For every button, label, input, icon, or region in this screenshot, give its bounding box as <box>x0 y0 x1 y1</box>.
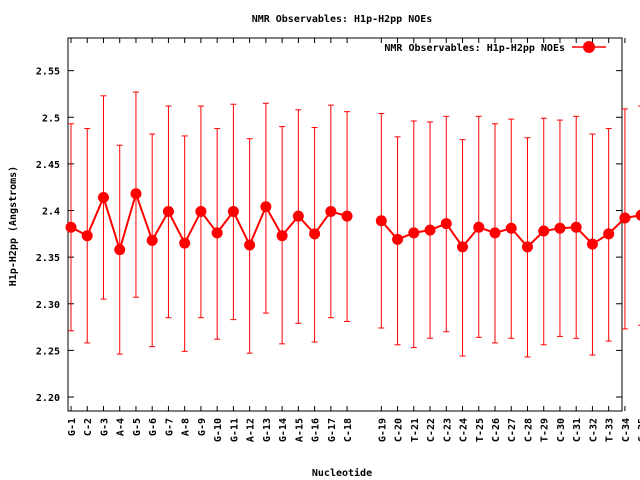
x-tick-label: A-12 <box>246 418 257 442</box>
data-point <box>375 215 387 227</box>
x-tick-label: G-5 <box>132 418 143 436</box>
x-tick-label: C-31 <box>572 418 583 442</box>
data-point <box>211 227 223 239</box>
y-tick-label: 2.55 <box>36 67 60 78</box>
x-tick-label: C-26 <box>491 418 502 442</box>
x-tick-label: C-18 <box>343 418 354 442</box>
data-point <box>392 233 404 245</box>
x-tick-label: C-20 <box>394 418 405 442</box>
y-tick-label: 2.25 <box>36 346 60 357</box>
data-point <box>244 239 256 251</box>
data-point <box>195 205 207 217</box>
data-point <box>505 222 517 234</box>
x-tick-label: C-27 <box>507 418 518 442</box>
x-tick-label: C-23 <box>442 418 453 442</box>
y-axis-label: H1p-H2pp (Angstroms) <box>8 166 19 286</box>
data-point <box>341 210 353 222</box>
data-point <box>114 244 126 256</box>
x-tick-label: T-33 <box>605 418 616 442</box>
x-tick-label: G-14 <box>278 418 289 442</box>
data-point <box>309 228 321 240</box>
x-tick-label: G-3 <box>99 418 110 436</box>
data-point <box>97 191 109 203</box>
data-point <box>146 234 158 246</box>
data-point <box>179 237 191 249</box>
x-tick-label: C-30 <box>556 418 567 442</box>
data-point <box>440 218 452 230</box>
x-tick-label: C-34 <box>621 418 632 442</box>
x-tick-label: G-19 <box>377 418 388 442</box>
data-point <box>292 210 304 222</box>
x-tick-label: C-2 <box>83 418 94 436</box>
data-point <box>586 238 598 250</box>
x-tick-label: G-1 <box>67 418 78 436</box>
data-point <box>570 221 582 233</box>
data-point <box>635 209 640 221</box>
legend-marker <box>583 41 595 53</box>
x-tick-label: G-10 <box>213 418 224 442</box>
y-tick-label: 2.20 <box>36 393 60 404</box>
data-point <box>521 241 533 253</box>
x-tick-label: A-8 <box>181 418 192 436</box>
data-point <box>424 224 436 236</box>
x-tick-label: C-28 <box>523 418 534 442</box>
y-tick-label: 2.45 <box>36 160 60 171</box>
data-point <box>325 205 337 217</box>
x-tick-label: A-4 <box>116 418 127 436</box>
data-point <box>473 221 485 233</box>
data-point <box>162 205 174 217</box>
x-tick-label: G-16 <box>311 418 322 442</box>
x-tick-label: C-24 <box>459 418 470 442</box>
x-axis-label: Nucleotide <box>312 467 372 479</box>
data-point <box>408 227 420 239</box>
x-tick-label: C-22 <box>426 418 437 442</box>
x-tick-label: T-21 <box>410 418 421 442</box>
data-point <box>276 230 288 242</box>
data-point <box>489 227 501 239</box>
legend: NMR Observables: H1p-H2pp NOEs <box>384 41 606 54</box>
data-point <box>603 228 615 240</box>
data-points <box>65 188 640 256</box>
x-tick-label: C-32 <box>588 418 599 442</box>
x-axis: G-1 C-2 G-3 A-4 G-5 G-6 G-7 A-8 G-9 G-10 G-11 A-12 G… <box>67 38 640 442</box>
x-tick-label: G-35 <box>637 418 640 442</box>
x-tick-label: T-29 <box>540 418 551 442</box>
data-point <box>619 212 631 224</box>
y-axis: 2.20 2.25 2.30 2.35 2.4 2.45 2.5 2.55 <box>36 67 622 404</box>
data-point <box>538 225 550 237</box>
x-tick-label: G-9 <box>197 418 208 436</box>
chart-title: NMR Observables: H1p-H2pp NOEs <box>252 14 433 25</box>
data-point <box>554 222 566 234</box>
x-tick-label: G-11 <box>229 418 240 442</box>
data-point <box>457 241 469 253</box>
y-tick-label: 2.4 <box>42 207 60 218</box>
x-tick-label: T-25 <box>475 418 486 442</box>
legend-label: NMR Observables: H1p-H2pp NOEs <box>384 43 565 54</box>
data-point <box>81 230 93 242</box>
data-point <box>65 221 77 233</box>
error-bars <box>68 91 640 358</box>
x-tick-label: G-7 <box>164 418 175 436</box>
data-point <box>227 205 239 217</box>
y-tick-label: 2.30 <box>36 300 60 311</box>
y-tick-label: 2.35 <box>36 253 60 264</box>
plot-area-border <box>67 37 623 412</box>
y-tick-label: 2.5 <box>42 113 60 124</box>
x-tick-label: A-15 <box>294 418 305 442</box>
data-point <box>260 201 272 213</box>
data-point <box>130 188 142 200</box>
x-tick-label: G-17 <box>327 418 338 442</box>
x-tick-label: G-6 <box>148 418 159 436</box>
series-line <box>70 190 348 254</box>
x-tick-label: G-13 <box>262 418 273 442</box>
